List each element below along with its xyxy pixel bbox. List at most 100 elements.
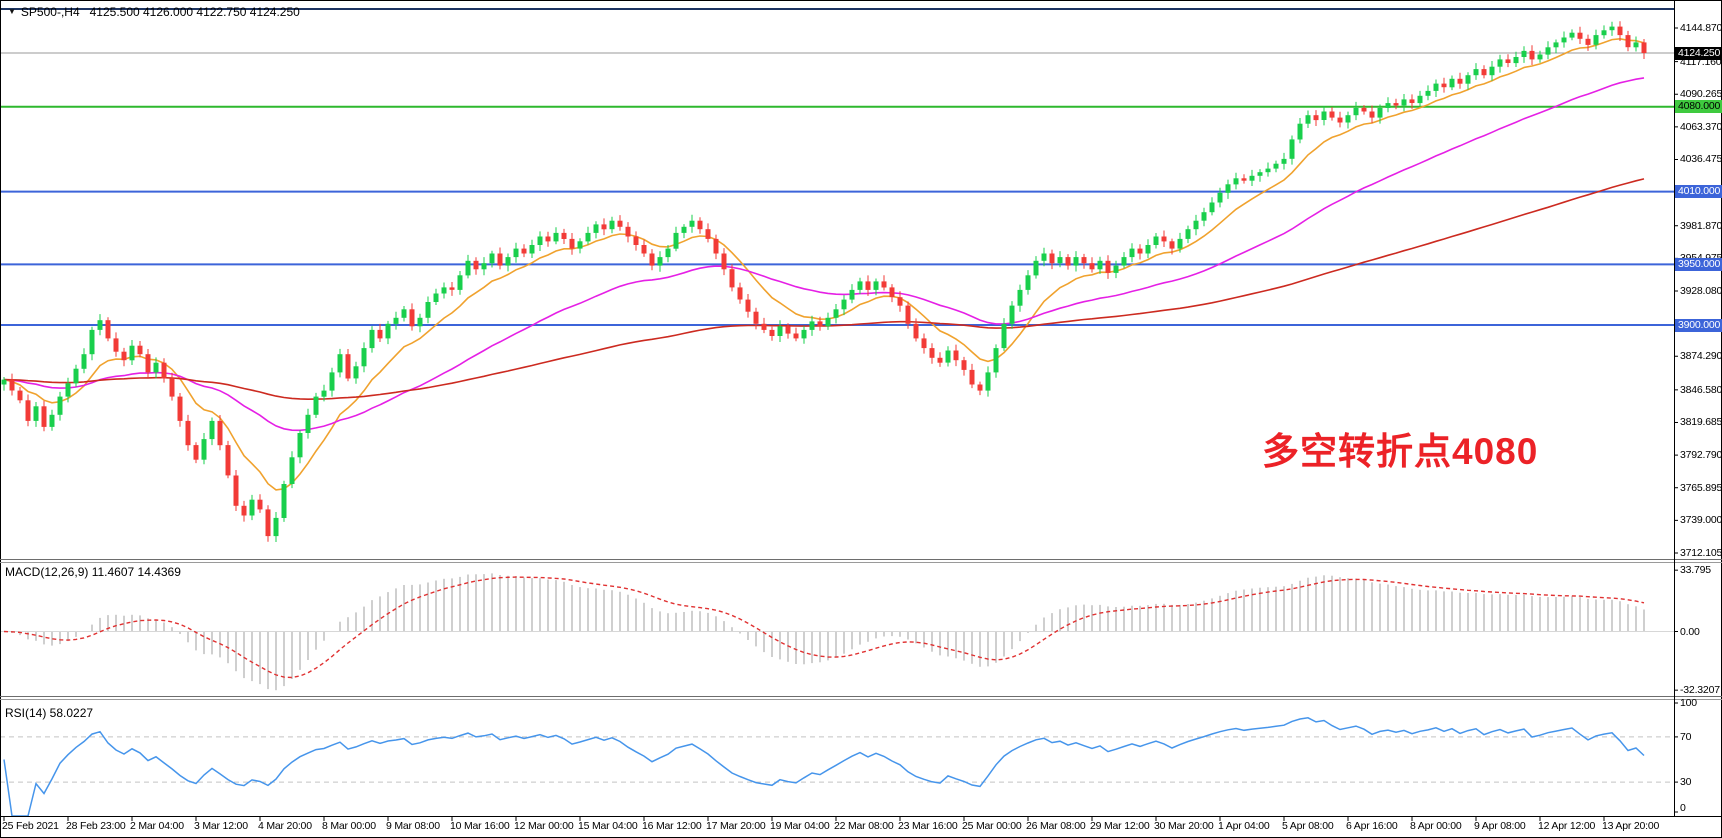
time-axis-label: 22 Mar 08:00 [834,820,894,832]
ohlc-readout: 4125.500 4126.000 4122.750 4124.250 [89,5,300,19]
candle [137,345,143,355]
candle [1201,212,1207,221]
candle [265,509,271,537]
candle [673,232,679,249]
candle [233,475,239,506]
candle [1353,107,1359,116]
candle [625,226,631,237]
candle [57,396,63,415]
rsi-axis-label: 70 [1680,730,1692,743]
candle [161,362,167,379]
candle [1153,236,1159,245]
rsi-axis-label: 0 [1680,802,1686,814]
candle [777,326,783,336]
candle [681,226,687,233]
candle [897,297,903,306]
candle [1161,236,1167,242]
candle [1633,42,1639,48]
price-axis-label: 3874.290 [1680,350,1722,363]
candle [697,220,703,230]
candle [937,357,943,363]
candle [1001,323,1007,349]
candle [1225,184,1231,193]
candle [1193,220,1199,230]
rsi-line [3,717,1645,817]
rsi-indicator-label: RSI(14) 58.0227 [5,706,94,720]
time-axis-label: 15 Mar 04:00 [578,820,638,832]
candle [481,263,487,270]
candle [1617,26,1623,36]
candle [665,248,671,258]
candle [473,260,479,270]
candle [433,293,439,302]
candle [1281,158,1287,164]
candle [121,351,127,361]
candle [1009,305,1015,324]
candle [873,281,879,290]
current-price-tag: 4124.250 [1675,46,1722,60]
time-axis-label: 12 Apr 12:00 [1538,820,1596,832]
time-axis-label: 25 Mar 00:00 [962,820,1022,832]
price-axis-label: 3765.895 [1680,481,1722,494]
candle [113,338,119,352]
candle [153,362,159,373]
time-axis-label: 30 Mar 20:00 [1154,820,1214,832]
candle [1257,172,1263,176]
candle [337,354,343,373]
symbol-dropdown-icon[interactable]: ▼ [8,7,16,16]
candle [1273,163,1279,169]
candle [969,369,975,385]
candle [1465,75,1471,84]
candle [993,348,999,373]
candle [617,220,623,227]
time-axis-label: 13 Apr 20:00 [1602,820,1660,832]
candle [193,445,199,460]
candle [441,287,447,294]
candle [377,329,383,339]
price-level-tag: 3900.000 [1675,318,1722,332]
candle [785,326,791,334]
macd-signal-line [3,576,1645,679]
candle [689,220,695,227]
candle [945,350,951,363]
candle [241,505,247,516]
time-axis-label: 16 Mar 12:00 [642,820,702,832]
candle [1425,90,1431,96]
candle [577,241,583,249]
candle [881,281,887,288]
candle [33,406,39,421]
candle [1393,103,1399,106]
candle [1361,107,1367,112]
candle [73,368,79,384]
price-axis-label: 3819.685 [1680,416,1722,429]
candle [809,321,815,330]
candle [1073,257,1079,266]
price-axis-label: 3792.790 [1680,449,1722,462]
candle [745,299,751,312]
candle [729,269,735,288]
candle [1065,257,1071,266]
candle [89,329,95,355]
candle [753,311,759,324]
candle [225,445,231,476]
candle [913,323,919,339]
candle [417,317,423,327]
candle [1529,50,1535,60]
time-axis-label: 1 Apr 04:00 [1218,820,1270,832]
candle [641,245,647,254]
candle [1025,275,1031,290]
time-axis-label: 8 Apr 00:00 [1410,820,1462,832]
time-axis-label: 19 Mar 04:00 [770,820,830,832]
candle [201,439,207,460]
candle [1497,59,1503,67]
candle [49,414,55,427]
symbol-period-label: SP500-,H4 [20,5,80,19]
candle [353,366,359,379]
time-axis-label: 25 Feb 2021 [2,820,59,832]
candle [889,287,895,298]
candle [905,305,911,324]
candle [249,499,255,516]
candle [1577,32,1583,39]
time-axis-label: 9 Mar 08:00 [386,820,440,832]
